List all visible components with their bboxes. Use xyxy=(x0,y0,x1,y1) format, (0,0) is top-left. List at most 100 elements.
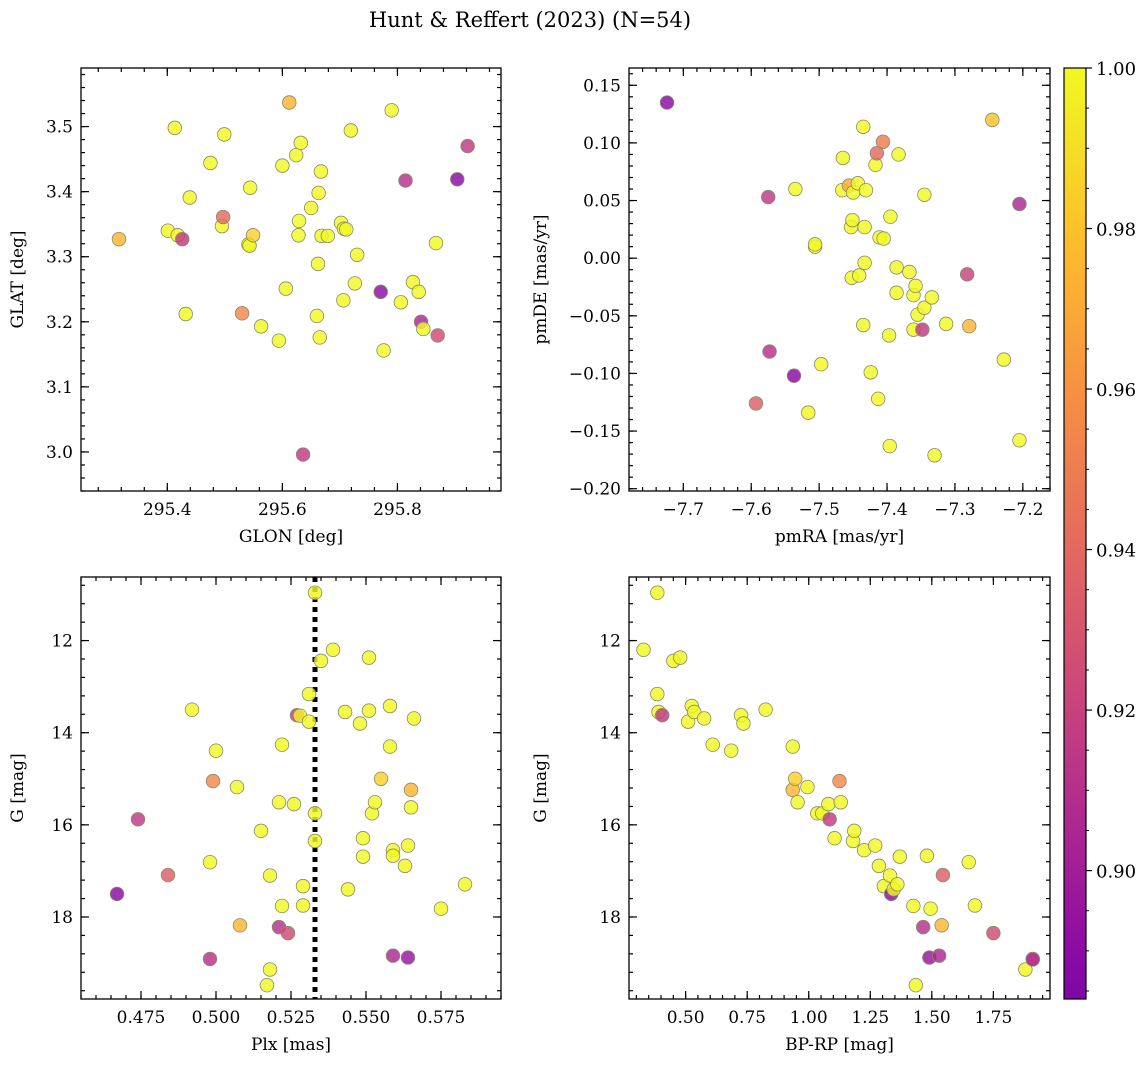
x-tick-label: −7.7 xyxy=(663,500,704,520)
data-point xyxy=(320,228,336,244)
data-point xyxy=(312,330,327,345)
data-point xyxy=(875,134,891,149)
data-point xyxy=(111,231,127,247)
data-point xyxy=(659,95,675,110)
data-point xyxy=(234,306,250,321)
panel-4: 0.50 0.75 1.00 1.25 1.50 1.75 12 14 16 18 BP-RP [m… xyxy=(531,576,1051,1055)
data-point xyxy=(160,867,176,883)
data-point xyxy=(339,222,354,237)
data-point xyxy=(871,391,886,406)
x-tick-label: −7.6 xyxy=(731,500,772,520)
data-point xyxy=(398,173,413,188)
data-point xyxy=(916,919,931,935)
data-point xyxy=(457,877,473,892)
data-point xyxy=(832,773,847,789)
data-point xyxy=(961,854,976,870)
x-tick-label: 1.75 xyxy=(974,1008,1012,1028)
colorbar-tick-label: 0.96 xyxy=(1096,380,1136,401)
data-point xyxy=(352,716,368,731)
data-point xyxy=(349,247,365,262)
data-point xyxy=(313,653,329,669)
data-point xyxy=(382,739,398,754)
data-point xyxy=(400,838,416,853)
data-point xyxy=(892,849,908,864)
data-point xyxy=(924,290,940,305)
data-point xyxy=(705,737,720,752)
data-point xyxy=(385,848,401,863)
data-point xyxy=(876,231,891,246)
scatter-points xyxy=(109,585,473,993)
data-point xyxy=(883,209,898,224)
y-tick-label: 12 xyxy=(51,632,73,652)
x-axis-label: pmRA [mas/yr] xyxy=(775,527,904,547)
data-point xyxy=(788,181,803,197)
data-point xyxy=(959,267,975,282)
panel-3: 0.475 0.500 0.525 0.550 0.575 12 14 16 18 Plx [ma… xyxy=(8,576,502,1055)
data-point xyxy=(309,308,325,324)
data-point xyxy=(242,180,258,195)
data-point xyxy=(856,317,871,333)
data-point xyxy=(935,867,951,883)
x-tick-label: 1.50 xyxy=(913,1008,951,1028)
panel-1: 295.4 295.6 295.8 3.0 3.1 3.2 3.3 3.4 3.5 GLON [d… xyxy=(8,67,502,547)
data-point xyxy=(1018,962,1033,977)
data-point xyxy=(748,396,764,411)
data-point xyxy=(295,878,311,894)
data-point xyxy=(274,898,290,914)
data-point xyxy=(915,322,930,337)
data-point xyxy=(835,150,851,166)
y-tick-label: 18 xyxy=(599,908,621,928)
data-point xyxy=(109,886,125,902)
data-point xyxy=(271,333,287,348)
data-point xyxy=(245,228,261,243)
data-point xyxy=(934,918,949,933)
data-point xyxy=(800,779,815,795)
data-point xyxy=(361,703,377,718)
data-point xyxy=(397,858,413,874)
data-point xyxy=(917,187,932,202)
x-tick-label: 295.8 xyxy=(373,500,422,520)
data-point xyxy=(650,686,665,702)
data-point xyxy=(821,796,836,812)
colorbar-tick-label: 0.98 xyxy=(1096,220,1136,241)
data-point xyxy=(262,868,278,883)
data-point xyxy=(851,268,867,283)
data-point xyxy=(881,328,897,343)
data-point xyxy=(411,284,426,300)
data-point xyxy=(1012,433,1027,448)
data-point xyxy=(696,711,712,726)
scatter-points xyxy=(636,585,1040,993)
x-tick-label: 0.50 xyxy=(667,1008,705,1028)
data-point xyxy=(275,158,290,173)
data-point xyxy=(827,831,842,846)
ticks xyxy=(81,68,501,492)
data-point xyxy=(822,812,837,827)
data-point xyxy=(807,237,823,252)
data-point xyxy=(205,773,221,789)
data-point xyxy=(857,219,872,235)
data-point xyxy=(295,898,311,913)
data-point xyxy=(833,795,848,810)
y-tick-label: −0.20 xyxy=(569,480,621,500)
data-point xyxy=(253,319,269,334)
x-tick-label: 1.00 xyxy=(790,1008,828,1028)
ticks xyxy=(629,68,1051,491)
y-tick-label: 0.10 xyxy=(583,134,621,154)
data-point xyxy=(282,95,297,110)
data-point xyxy=(996,352,1012,367)
data-point xyxy=(278,281,294,296)
data-point xyxy=(307,833,323,849)
data-point xyxy=(762,344,777,359)
data-point xyxy=(450,172,465,187)
data-point xyxy=(857,255,872,270)
data-point xyxy=(1025,952,1040,967)
data-point xyxy=(253,823,269,839)
data-point xyxy=(293,135,308,151)
data-point xyxy=(867,838,883,853)
data-point xyxy=(758,702,773,717)
data-point xyxy=(367,795,383,810)
x-tick-label: −7.5 xyxy=(798,500,839,520)
data-point xyxy=(307,806,323,821)
data-point xyxy=(271,795,287,810)
axes-frame xyxy=(628,67,1051,492)
